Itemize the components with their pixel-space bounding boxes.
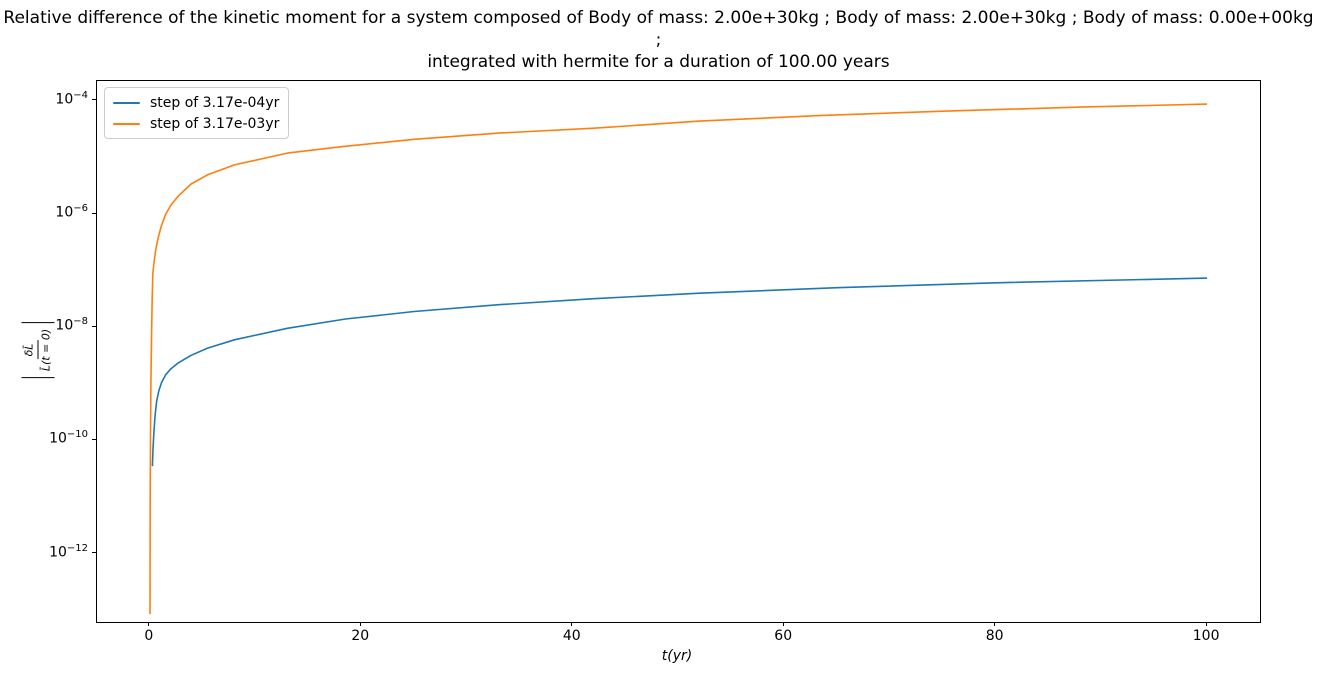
y-tick-mark	[92, 325, 96, 327]
y-axis-label-math: δL̄ L̄(t = 0)	[21, 321, 55, 379]
x-tick-label: 20	[351, 628, 370, 644]
y-axis-label-numerator: δL̄	[22, 340, 39, 360]
x-tick-label: 80	[985, 628, 1004, 644]
series-line-1	[151, 277, 1208, 467]
x-tick-mark	[571, 622, 573, 626]
x-tick-label: 100	[1192, 628, 1220, 644]
chart-title: Relative difference of the kinetic momen…	[0, 7, 1317, 73]
x-tick-mark	[994, 622, 996, 626]
legend: step of 3.17e-04yr step of 3.17e-03yr	[104, 87, 290, 139]
chart-title-line1: Relative difference of the kinetic momen…	[3, 8, 1314, 50]
legend-label: step of 3.17e-04yr	[150, 94, 280, 111]
y-tick-mark	[92, 99, 96, 101]
legend-line-swatch	[113, 101, 140, 104]
x-tick-mark	[1205, 622, 1207, 626]
y-tick-label: 10−8	[55, 316, 88, 334]
x-tick-label: 60	[774, 628, 793, 644]
chart-title-line2: integrated with hermite for a duration o…	[427, 52, 890, 72]
y-tick-mark	[92, 552, 96, 554]
legend-item: step of 3.17e-04yr	[113, 92, 279, 113]
y-tick-mark	[92, 438, 96, 440]
x-axis-label: t(yr)	[661, 648, 693, 664]
x-tick-mark	[359, 622, 361, 626]
y-tick-label: 10−12	[49, 542, 88, 561]
x-tick-mark	[148, 622, 150, 626]
y-axis-label-fraction: δL̄ L̄(t = 0)	[21, 321, 55, 379]
x-tick-label: 0	[144, 628, 154, 644]
y-tick-mark	[92, 212, 96, 214]
legend-item: step of 3.17e-03yr	[113, 113, 279, 134]
plot-canvas	[149, 103, 1208, 615]
y-tick-label: 10−4	[55, 89, 88, 108]
x-tick-label: 40	[562, 628, 581, 644]
y-tick-label: 10−10	[49, 429, 88, 448]
series-line-2	[149, 103, 1208, 615]
legend-line-swatch	[113, 122, 140, 125]
legend-label: step of 3.17e-03yr	[150, 115, 280, 132]
plot-area: step of 3.17e-04yr step of 3.17e-03yr	[96, 80, 1261, 623]
y-tick-label: 10−6	[55, 203, 88, 221]
y-axis-label-denominator: L̄(t = 0)	[39, 328, 53, 372]
x-tick-mark	[782, 622, 784, 626]
